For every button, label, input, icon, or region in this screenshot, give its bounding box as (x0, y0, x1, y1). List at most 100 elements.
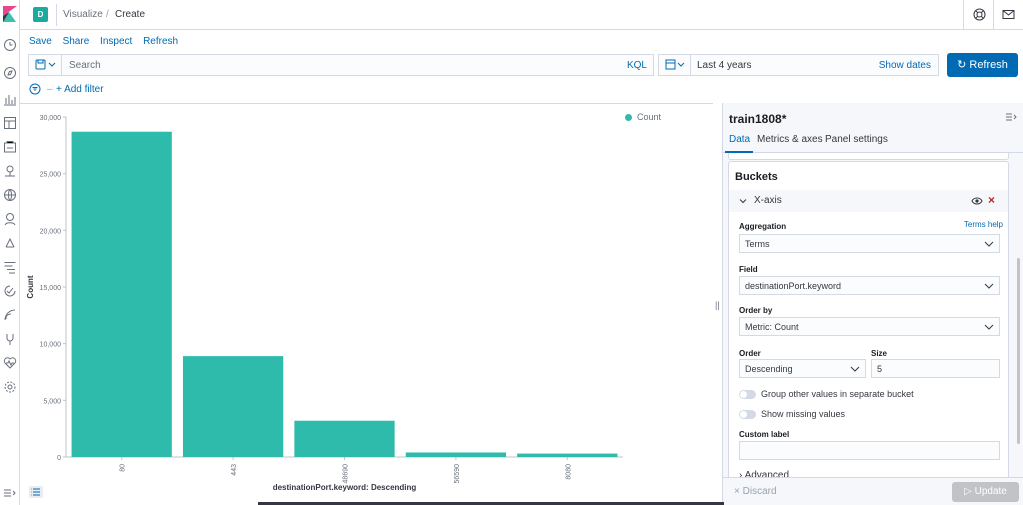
x-axis-title: destinationPort.keyword: Descending (273, 483, 417, 492)
y-tick-label: 10,000 (40, 342, 62, 349)
chevron-down-icon (850, 366, 860, 372)
search-input[interactable]: Search KQL (61, 54, 654, 76)
chevron-down-icon (984, 283, 994, 289)
help-globe-icon (973, 8, 986, 21)
management-gear-icon[interactable] (3, 380, 17, 394)
left-nav (0, 0, 20, 505)
size-input[interactable]: 5 (871, 359, 1000, 378)
x-tick-label: 56590 (454, 464, 461, 484)
order-by-select[interactable]: Metric: Count (739, 317, 1000, 336)
machine-learning-icon[interactable] (3, 188, 17, 202)
chevron-down-icon (984, 241, 994, 247)
header-divider (963, 0, 964, 30)
field-select[interactable]: destinationPort.keyword (739, 276, 1000, 295)
dock-navigation-icon[interactable] (3, 486, 17, 500)
add-filter-button[interactable]: + Add filter (56, 84, 104, 95)
custom-label-input[interactable] (739, 441, 1000, 460)
inspect-link[interactable]: Inspect (100, 36, 133, 47)
show-dates-link[interactable]: Show dates (878, 60, 931, 71)
top-nav-menu: Save Share Inspect Refresh (29, 36, 186, 47)
mail-icon (1002, 10, 1015, 19)
sidebar-scrollbar[interactable] (1017, 258, 1020, 444)
collapse-sidebar-icon[interactable] (1005, 111, 1017, 123)
kql-toggle[interactable]: KQL (626, 60, 647, 71)
chart-bar[interactable] (517, 453, 618, 457)
chevron-down-icon (677, 62, 685, 67)
aggregation-select[interactable]: Terms (739, 234, 1000, 253)
chevron-down-icon[interactable] (738, 196, 748, 206)
tab-metrics-axes[interactable]: Metrics & axes (757, 134, 823, 145)
order-label: Order (739, 349, 761, 358)
tab-data[interactable]: Data (729, 134, 751, 145)
chart-area: 0 5,000 10,000 15,000 20,000 25,000 30,000 80 44… (20, 103, 713, 505)
share-link[interactable]: Share (62, 36, 90, 47)
y-tick-label: 30,000 (40, 115, 62, 122)
maps-icon[interactable] (3, 164, 17, 178)
calendar-icon (665, 59, 676, 70)
terms-help-link[interactable]: Terms help (963, 220, 1003, 229)
show-missing-switch[interactable] (739, 410, 756, 419)
legend-toggle-button[interactable] (29, 486, 43, 498)
uptime-icon[interactable] (3, 284, 17, 298)
discard-button[interactable]: × Discard (734, 486, 777, 497)
filter-options-icon[interactable] (29, 83, 51, 95)
space-avatar[interactable]: D (33, 7, 48, 22)
group-other-switch[interactable] (739, 390, 756, 399)
chart-bar[interactable] (294, 420, 395, 457)
chart-legend[interactable]: Count (625, 112, 661, 122)
buckets-title: Buckets (735, 171, 778, 183)
filter-separator: – (47, 84, 53, 95)
breadcrumb-create: Create (115, 9, 146, 20)
sidebar-footer: × Discard ▷ Update (723, 477, 1023, 505)
refresh-button[interactable]: ↻ Refresh (947, 53, 1018, 77)
siem-icon[interactable] (3, 308, 17, 322)
remove-bucket-icon[interactable]: × (988, 193, 996, 207)
search-placeholder: Search (69, 60, 101, 71)
eye-icon[interactable] (971, 196, 983, 206)
refresh-link[interactable]: Refresh (143, 36, 179, 47)
chevron-down-icon (984, 324, 994, 330)
y-tick-label: 20,000 (40, 228, 62, 235)
dev-tools-icon[interactable] (3, 332, 17, 346)
saved-query-button[interactable] (28, 54, 62, 76)
stack-monitoring-icon[interactable] (3, 356, 17, 370)
quick-menu-button[interactable] (659, 55, 691, 75)
recently-viewed-icon[interactable] (3, 38, 17, 52)
order-by-value: Metric: Count (745, 322, 799, 332)
discover-icon[interactable] (3, 66, 17, 80)
top-header: D Visualize / Create (20, 0, 1023, 30)
panel-resize-handle[interactable]: || (715, 300, 720, 310)
logs-icon[interactable] (3, 236, 17, 250)
legend-color-dot (625, 114, 632, 121)
order-by-label: Order by (739, 306, 773, 315)
visualize-icon[interactable] (3, 92, 17, 106)
y-tick-label: 25,000 (40, 172, 62, 179)
show-missing-label: Show missing values (761, 409, 846, 419)
chart-bar[interactable] (71, 131, 172, 457)
dashboard-icon[interactable] (3, 116, 17, 130)
kibana-logo-icon[interactable] (3, 6, 17, 22)
infrastructure-icon[interactable] (3, 212, 17, 226)
chart-bar[interactable] (182, 356, 284, 457)
editor-sidebar: train1808* Data Metrics & axes Panel set… (722, 103, 1023, 505)
x-axis-accordion[interactable]: X-axis × (729, 190, 1008, 212)
help-button[interactable] (969, 4, 991, 26)
chart-bar[interactable] (405, 452, 507, 457)
active-tab-indicator (725, 151, 753, 153)
tab-panel-settings[interactable]: Panel settings (825, 134, 888, 145)
order-select[interactable]: Descending (739, 359, 866, 378)
apm-icon[interactable] (3, 260, 17, 274)
newsfeed-button[interactable] (998, 4, 1020, 26)
time-range-value[interactable]: Last 4 years (697, 60, 752, 71)
canvas-icon[interactable] (3, 140, 17, 154)
update-button[interactable]: ▷ Update (952, 482, 1019, 502)
y-tick-label: 0 (57, 455, 61, 462)
header-divider (993, 0, 994, 30)
breadcrumb-visualize[interactable]: Visualize (63, 9, 103, 20)
custom-label-label: Custom label (739, 430, 790, 439)
advanced-toggle[interactable]: › Advanced (739, 470, 790, 481)
sidebar-tabs: Data Metrics & axes Panel settings (723, 132, 1023, 153)
save-link[interactable]: Save (29, 36, 52, 47)
date-picker[interactable]: Last 4 years Show dates (658, 54, 939, 76)
